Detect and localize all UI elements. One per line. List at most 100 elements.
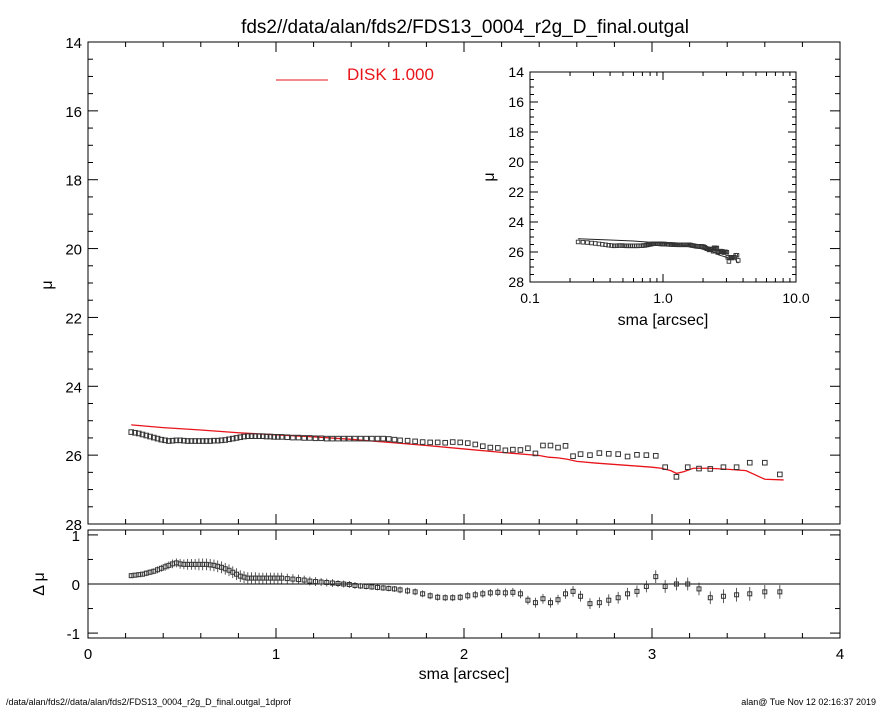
main-data-point <box>169 437 176 444</box>
main-data-point <box>214 437 221 444</box>
main-panel: 14 16 18 20 22 24 26 28 μ DISK 1.000 <box>39 35 841 534</box>
main-data-point <box>707 466 714 472</box>
main-axis-ticks: 14 16 18 20 22 24 26 28 <box>65 35 841 534</box>
residual-data-point <box>442 595 448 601</box>
main-data-point <box>555 444 561 451</box>
main-data-point <box>218 437 225 444</box>
main-data-point <box>128 429 135 435</box>
main-data-point <box>263 433 270 440</box>
residual-data-point <box>720 593 726 599</box>
main-data-point <box>449 439 456 445</box>
residual-data-point <box>563 591 569 597</box>
inset-data-point <box>729 255 735 261</box>
main-data-point <box>290 434 296 441</box>
main-data-point <box>380 435 386 442</box>
residual-data-point <box>525 597 531 603</box>
inset-x-tick-label: 10.0 <box>782 290 809 306</box>
main-y-tick-label: 24 <box>65 379 82 396</box>
residual-y-tick-label: 1 <box>72 528 80 545</box>
footer-timestamp: alan@ Tue Nov 12 02:16:37 2019 <box>741 697 876 707</box>
main-y-tick-label: 14 <box>65 35 82 52</box>
main-data-point <box>457 439 464 446</box>
inset-data-point <box>603 242 608 248</box>
main-data-point <box>318 435 324 442</box>
residual-data-point <box>335 581 341 587</box>
residual-data-point <box>662 583 668 589</box>
inset-y-tick-label: 22 <box>508 184 524 200</box>
residual-data-point <box>450 595 456 601</box>
legend: DISK 1.000 <box>276 65 434 84</box>
residual-data-point <box>643 583 649 589</box>
residual-data-point <box>312 579 318 585</box>
main-data-point <box>605 450 612 457</box>
main-data-point <box>229 435 236 442</box>
residual-data-point <box>570 588 576 594</box>
main-data-point <box>472 441 479 448</box>
residual-data-series <box>128 558 783 610</box>
inset-data-series <box>575 239 741 264</box>
main-y-tick-label: 16 <box>65 104 82 121</box>
main-data-point <box>562 443 569 449</box>
main-data-point <box>241 433 247 440</box>
residual-panel: 10-10 1 2 3 4 Δ μ sma [arcsec] <box>31 528 844 683</box>
main-data-point <box>340 435 347 442</box>
main-data-series <box>128 429 783 480</box>
main-data-point <box>196 438 202 444</box>
main-data-point <box>570 453 576 459</box>
residual-data-point <box>341 581 347 587</box>
inset-data-point <box>614 243 620 248</box>
residual-data-point <box>358 583 364 589</box>
inset-y-tick-label: 26 <box>508 244 524 260</box>
main-data-point <box>233 435 240 441</box>
main-data-point <box>284 434 291 441</box>
inset-data-point <box>585 240 590 245</box>
main-data-point <box>357 435 364 442</box>
residual-data-point <box>696 586 702 592</box>
main-data-point <box>203 438 210 444</box>
main-data-point <box>374 435 381 442</box>
legend-label: DISK 1.000 <box>347 65 434 84</box>
main-data-point <box>222 437 229 443</box>
main-model-series <box>131 424 784 481</box>
main-data-point <box>502 447 509 454</box>
residual-data-point <box>653 574 659 580</box>
main-data-point <box>237 434 244 441</box>
inset-y-tick-label: 18 <box>508 124 524 140</box>
inset-data-point <box>580 239 586 245</box>
residual-data-point <box>777 589 783 595</box>
inset-data-point <box>606 242 611 248</box>
main-y-tick-label: 18 <box>65 173 82 190</box>
residual-data-point <box>420 591 426 597</box>
inset-axis-ticks: 14 16 18 20 22 24 26 280.1 1.0 10.0 <box>508 64 809 306</box>
residual-data-point <box>495 589 501 595</box>
main-data-point <box>363 435 370 442</box>
main-data-point <box>720 464 727 470</box>
main-data-point <box>510 446 516 453</box>
main-data-point <box>301 435 307 441</box>
main-data-point <box>487 444 494 451</box>
main-data-point <box>643 452 650 458</box>
main-data-point <box>624 453 631 460</box>
residual-data-point <box>634 588 640 594</box>
inset-data-point <box>593 241 598 246</box>
residual-data-point <box>487 590 493 596</box>
inset-data-point <box>724 250 730 255</box>
residual-y-tick-label: 0 <box>72 577 80 594</box>
residual-data-point <box>279 575 285 581</box>
inset-data-point <box>609 243 614 248</box>
residual-data-point <box>615 595 621 601</box>
footer-file-path: /data/alan/fds2//data/alan/fds2/FDS13_00… <box>6 697 291 707</box>
residual-data-point <box>547 600 553 606</box>
main-data-point <box>271 434 277 440</box>
main-data-point <box>329 435 336 442</box>
residual-data-point <box>412 589 418 595</box>
main-y-tick-label: 26 <box>65 448 82 465</box>
main-data-point <box>442 439 448 446</box>
main-data-point <box>540 442 546 449</box>
inset-panel: 14 16 18 20 22 24 26 280.1 1.0 10.0 μ sma [arcsec… <box>481 64 810 329</box>
residual-data-point <box>405 588 411 594</box>
main-data-point <box>762 459 768 466</box>
main-data-point <box>211 437 217 444</box>
main-data-point <box>166 438 172 444</box>
